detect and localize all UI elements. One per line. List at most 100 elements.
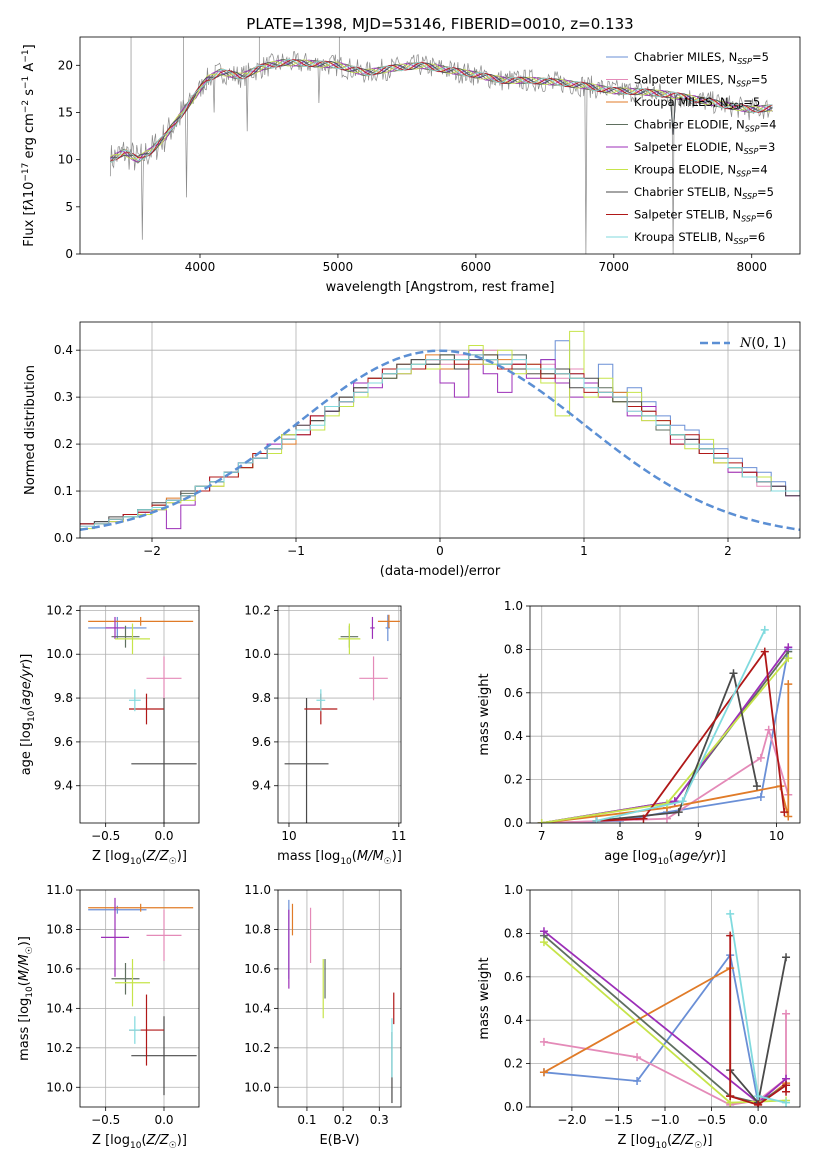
hist-chabrier-elodie <box>80 354 800 538</box>
y-tick-label: 10.0 <box>244 647 271 661</box>
x-axis-label-part: Z/Z <box>146 849 170 864</box>
y-tick-label: 9.8 <box>252 691 271 705</box>
x-axis-label: Z [log10(Z/Z☉)] <box>618 1133 713 1151</box>
errorbar-salpeter-miles <box>359 656 388 701</box>
legend-subscript: SSP <box>734 237 749 246</box>
y-axis-label: age [log10(age/yr)] <box>19 654 37 776</box>
y-tick-label: 10.0 <box>46 647 73 661</box>
errorbar-salpeter-elodie <box>101 897 129 977</box>
y-tick-label: 0.0 <box>54 531 73 545</box>
x-tick-label: −0.5 <box>91 1113 120 1127</box>
x-axis-label-part: wavelength [Angstrom, rest frame] <box>326 280 555 295</box>
x-tick-label: 7 <box>538 829 546 843</box>
y-tick-label: 10.2 <box>46 603 73 617</box>
legend: N(0, 1) <box>700 336 786 351</box>
legend-text: =5 <box>751 73 768 87</box>
x-tick-label: 0.2 <box>334 1113 353 1127</box>
y-tick-label: 10.8 <box>46 922 73 936</box>
plot-area <box>539 909 791 1107</box>
x-tick-label: 5000 <box>323 260 354 274</box>
x-axis-label-part: )] <box>177 849 187 864</box>
grid-lines <box>278 889 401 1107</box>
series-marker <box>639 814 648 823</box>
legend-text: =5 <box>752 50 769 64</box>
x-tick-label: −2.0 <box>557 1113 586 1127</box>
legend-subscript: SSP <box>741 215 756 224</box>
y-axis-label-part: A <box>22 63 37 76</box>
legend-text: Chabrier STELIB, N <box>634 185 742 199</box>
y-axis-label: Normed distribution <box>23 365 38 495</box>
y-tick-label: 9.8 <box>54 691 73 705</box>
x-tick-label: 0.3 <box>370 1113 389 1127</box>
legend-text: Salpeter ELODIE, N <box>634 140 744 154</box>
legend-text: Chabrier ELODIE, N <box>634 118 745 132</box>
errorbar-chabrier-miles <box>88 905 147 914</box>
hist-chabrier-stelib <box>80 354 800 538</box>
errorbar-chabrier-elodie <box>111 962 140 995</box>
legend-text: N <box>739 336 752 351</box>
x-axis-label-part: Z/Z <box>146 1133 170 1148</box>
x-tick-label: 2 <box>724 544 732 558</box>
y-tick-label: 1.0 <box>504 883 523 897</box>
x-tick-label: 11 <box>391 829 406 843</box>
legend-text: (0, 1) <box>751 336 786 351</box>
legend-text: =5 <box>743 95 760 109</box>
y-tick-label: 1.0 <box>504 599 523 613</box>
x-tick-label: 10 <box>281 829 296 843</box>
series-marker <box>764 725 773 734</box>
x-axis-label-part: E(B-V) <box>319 1133 359 1148</box>
plot-area <box>80 330 800 538</box>
legend-text: =5 <box>757 185 774 199</box>
errorbar-chabrier-stelib <box>131 1016 197 1096</box>
y-tick-label: 9.4 <box>54 779 73 793</box>
y-tick-label: 10.2 <box>244 603 271 617</box>
panel-6: −0.5 0.010.010.210.410.610.811.0Z [log10(… <box>17 883 200 1151</box>
model-line-kroupa-stelib <box>110 58 773 164</box>
x-tick-label: 0.0 <box>154 829 173 843</box>
legend-text: Chabrier MILES, N <box>634 50 737 64</box>
series-marker <box>756 753 765 762</box>
legend-label-kroupa-elodie: Kroupa ELODIE, NSSP=4 <box>634 163 768 179</box>
plot-area <box>288 899 395 1104</box>
legend-label-chabrier-stelib: Chabrier STELIB, NSSP=5 <box>634 185 774 201</box>
series-line <box>596 670 758 822</box>
errorbar-salpeter-miles <box>146 909 182 962</box>
legend-subscript: SSP <box>736 80 751 89</box>
legend-text: Salpeter MILES, N <box>634 73 736 87</box>
y-axis-label-part: ( <box>19 706 34 711</box>
x-axis-label: Z [log10(Z/Z☉)] <box>92 849 187 867</box>
hist-kroupa-stelib <box>80 354 800 538</box>
axes-frame <box>277 889 402 1108</box>
errorbar-kroupa-elodie <box>115 959 150 1007</box>
x-tick-label: 8000 <box>736 260 767 274</box>
y-axis-label-part: mass [log <box>17 998 32 1061</box>
series-marker <box>784 680 793 689</box>
x-tick-label: −0.5 <box>91 829 120 843</box>
errorbar-kroupa-elodie <box>115 623 150 655</box>
legend-text: Kroupa STELIB, N <box>634 230 734 244</box>
axes-frame <box>277 605 402 824</box>
series-line <box>596 649 786 822</box>
series-marker <box>592 816 601 823</box>
y-tick-label: 15 <box>58 105 73 119</box>
y-axis-label-part: )] <box>17 936 32 946</box>
y-axis-label-part: ] <box>22 44 37 49</box>
y-axis-label-part: 10 <box>22 182 37 199</box>
axes-frame <box>79 36 801 255</box>
panel-7: 0.1 0.2 0.3 10.0 10.2 10.4 10.6 10.8 11.0 E(B-V) <box>244 883 402 1148</box>
series-marker <box>782 1009 791 1018</box>
series-marker <box>539 927 548 936</box>
x-axis-label-part: ( <box>669 849 674 864</box>
x-tick-label: 0.0 <box>154 1113 173 1127</box>
x-axis-label-part: 10 <box>130 857 142 867</box>
errorbar-salpeter-miles <box>146 656 182 701</box>
x-axis-label-part: ☉ <box>384 857 392 867</box>
series-marker <box>726 1092 735 1101</box>
y-tick-label: 10.2 <box>46 1041 73 1055</box>
x-axis-label-part: Z [log <box>92 849 130 864</box>
series-marker <box>752 782 761 791</box>
y-tick-label: 0.4 <box>504 729 523 743</box>
x-axis-label: (data-model)/error <box>380 564 501 579</box>
legend-text: Kroupa ELODIE, N <box>634 163 736 177</box>
y-tick-label: 0.8 <box>504 642 523 656</box>
